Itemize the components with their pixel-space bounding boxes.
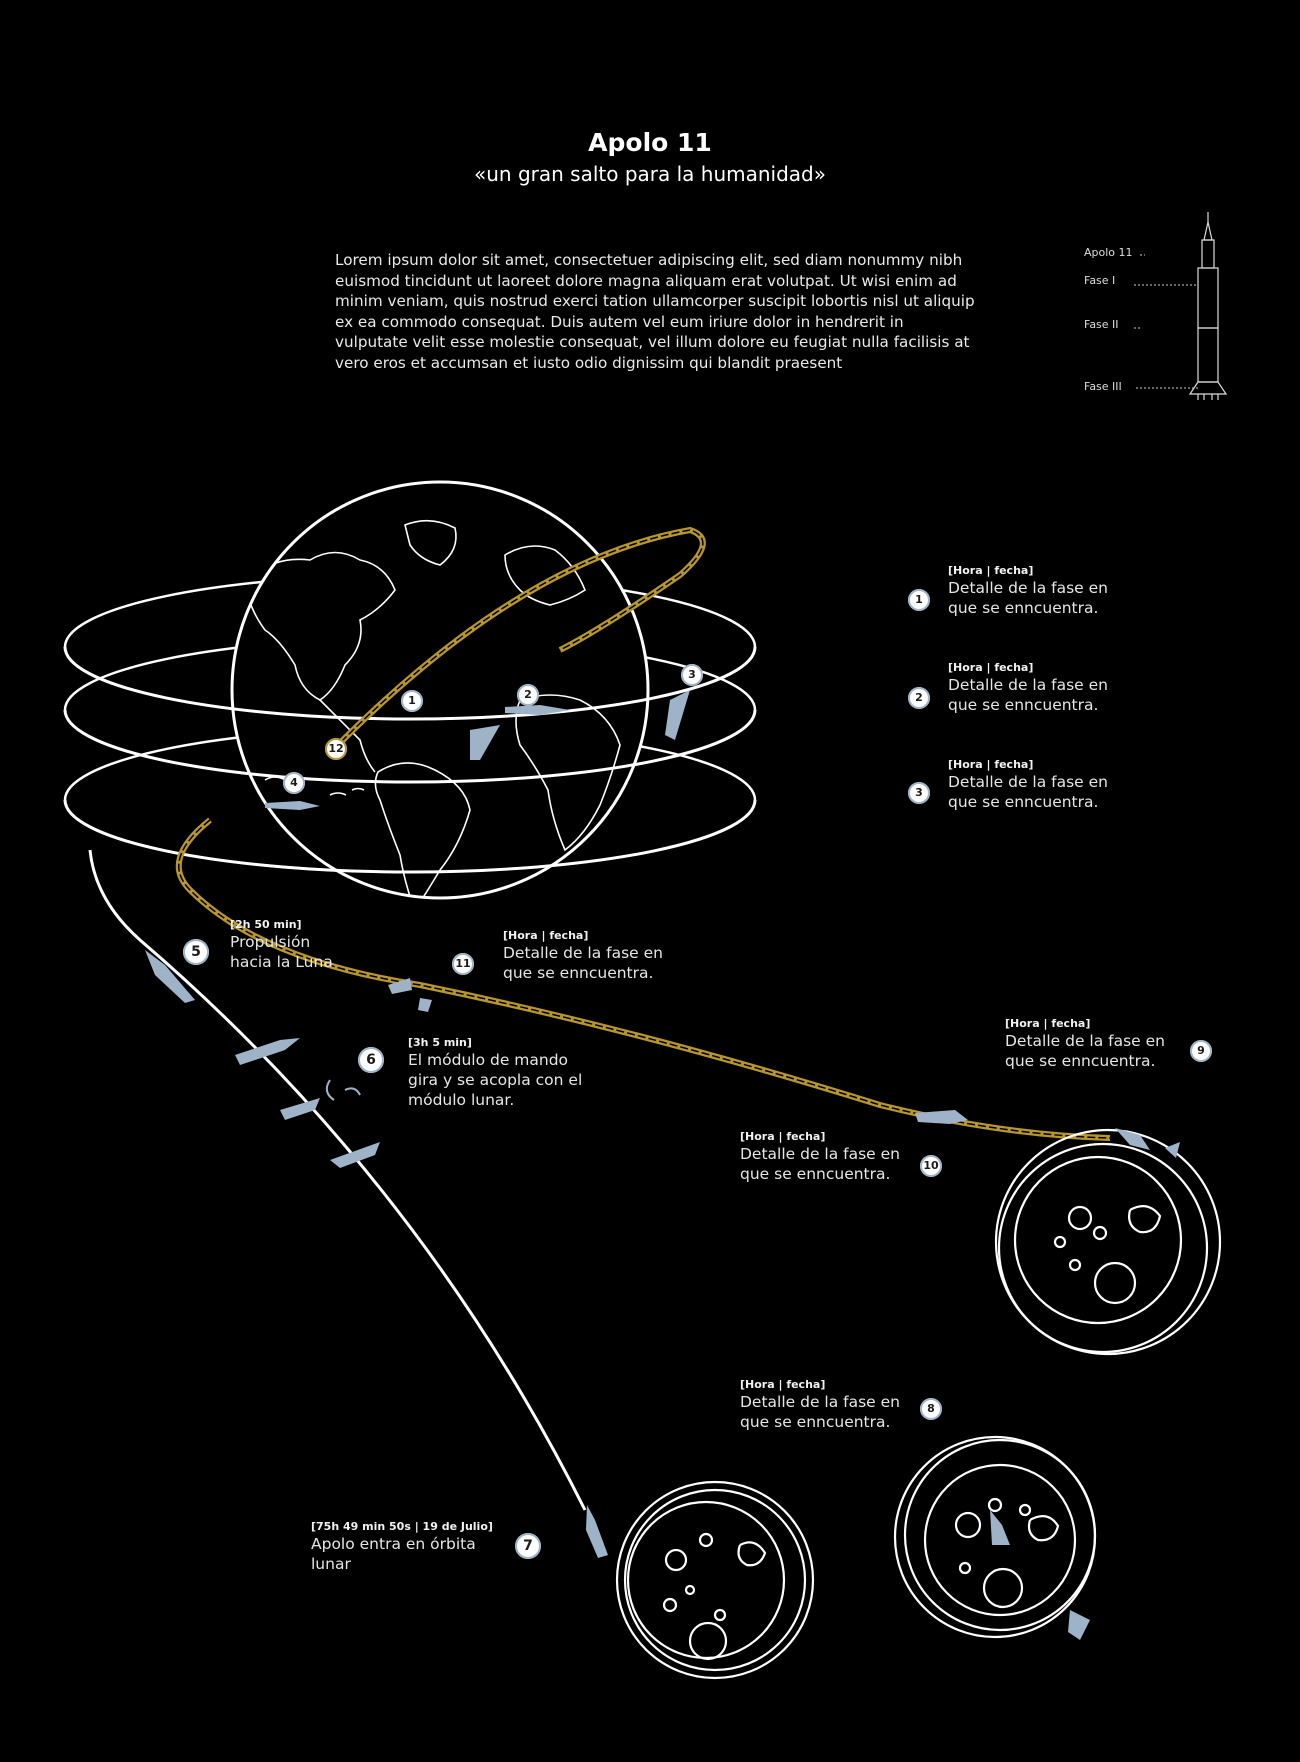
annotation-6: [3h 5 min] El módulo de mando gira y se …	[408, 1036, 582, 1110]
spacecraft-icon	[330, 1142, 380, 1168]
map-marker-12: 12	[325, 738, 347, 760]
spacecraft-icon	[145, 950, 195, 1003]
rocket-leader-lines	[1134, 254, 1198, 389]
annotation-desc: Detalle de la fase en que se enncuentra.	[740, 1393, 901, 1431]
moon-1	[615, 1480, 815, 1680]
rocket-label-fase-1: Fase I	[1084, 274, 1116, 287]
spacecraft-icon	[388, 978, 412, 994]
annotation-time: [Hora | fecha]	[1005, 1017, 1091, 1030]
annotation-time: [Hora | fecha]	[740, 1378, 826, 1391]
annotation-time: [Hora | fecha]	[503, 929, 589, 942]
annotation-desc: Detalle de la fase en que se enncuentra.	[948, 676, 1109, 714]
saturn-v-rocket-icon	[1188, 212, 1228, 400]
annotation-time: [Hora | fecha]	[948, 564, 1034, 577]
annotation-11: [Hora | fecha] Detalle de la fase en que…	[503, 929, 663, 983]
spacecraft-icon	[470, 725, 500, 760]
annotation-time: [Hora | fecha]	[740, 1130, 826, 1143]
annotation-badge-3: 3	[908, 782, 930, 804]
annotation-3: [Hora | fecha] Detalle de la fase en que…	[948, 758, 1108, 812]
map-marker-3: 3	[681, 664, 703, 686]
rocket-label-fase-2: Fase II	[1084, 318, 1119, 331]
annotation-badge-9: 9	[1190, 1040, 1212, 1062]
map-marker-2: 2	[517, 684, 539, 706]
annotation-desc: Detalle de la fase en que se enncuentra.	[740, 1145, 901, 1183]
spacecraft-icon	[265, 801, 320, 810]
annotation-desc: Detalle de la fase en que se enncuentra.	[503, 944, 664, 982]
moon-3	[994, 1128, 1222, 1356]
annotation-10: [Hora | fecha] Detalle de la fase en que…	[740, 1130, 900, 1184]
annotation-8: [Hora | fecha] Detalle de la fase en que…	[740, 1378, 900, 1432]
intro-paragraph: Lorem ipsum dolor sit amet, consectetuer…	[335, 251, 975, 372]
moon-2	[893, 1435, 1097, 1639]
spacecraft-icons	[145, 690, 1180, 1640]
annotation-desc: Detalle de la fase en que se enncuentra.	[948, 579, 1109, 617]
page-title: Apolo 11	[588, 128, 712, 157]
earth-globe	[230, 480, 650, 900]
spacecraft-icon	[586, 1505, 608, 1558]
continents-outline	[244, 519, 621, 898]
spacecraft-icon	[235, 1038, 300, 1065]
annotation-time: [Hora | fecha]	[948, 661, 1034, 674]
annotation-badge-11: 11	[452, 953, 474, 975]
annotation-desc: Detalle de la fase en que se enncuentra.	[1005, 1032, 1166, 1070]
rotation-arrow-icon	[325, 1079, 361, 1101]
annotation-desc: Apolo entra en órbita lunar	[311, 1535, 476, 1573]
annotation-badge-2: 2	[908, 687, 930, 709]
spacecraft-icon	[990, 1510, 1010, 1545]
spacecraft-icon	[915, 1110, 968, 1124]
spacecraft-icon	[505, 705, 570, 715]
annotation-badge-1: 1	[908, 589, 930, 611]
map-marker-4: 4	[283, 772, 305, 794]
rocket-label-fase-3: Fase III	[1084, 380, 1122, 393]
annotation-badge-7: 7	[515, 1533, 541, 1559]
annotation-desc: Detalle de la fase en que se enncuentra.	[948, 773, 1109, 811]
annotation-badge-8: 8	[920, 1398, 942, 1420]
annotation-desc: Propulsión hacia la Luna	[230, 933, 333, 971]
spacecraft-icon	[1115, 1128, 1150, 1150]
annotation-7: [75h 49 min 50s | 19 de Julio] Apolo ent…	[311, 1520, 493, 1574]
spacecraft-icon	[418, 998, 432, 1012]
annotation-badge-6: 6	[358, 1047, 384, 1073]
translunar-trajectory	[88, 849, 587, 1511]
map-marker-1: 1	[401, 690, 423, 712]
annotation-badge-10: 10	[920, 1155, 942, 1177]
annotation-badge-5: 5	[183, 939, 209, 965]
page-subtitle: «un gran salto para la humanidad»	[474, 162, 826, 186]
annotation-2: [Hora | fecha] Detalle de la fase en que…	[948, 661, 1108, 715]
annotation-time: [3h 5 min]	[408, 1036, 472, 1049]
annotation-1: [Hora | fecha] Detalle de la fase en que…	[948, 564, 1108, 618]
annotation-5: [2h 50 min] Propulsión hacia la Luna	[230, 918, 333, 972]
spacecraft-icon	[665, 690, 690, 740]
annotation-time: [2h 50 min]	[230, 918, 302, 931]
annotation-time: [75h 49 min 50s | 19 de Julio]	[311, 1520, 493, 1533]
spacecraft-icon	[1165, 1142, 1180, 1158]
rocket-label-apolo: Apolo 11	[1084, 246, 1133, 259]
spacecraft-icon	[1068, 1610, 1090, 1640]
spacecraft-icon	[280, 1098, 320, 1120]
annotation-9: [Hora | fecha] Detalle de la fase en que…	[1005, 1017, 1165, 1071]
earth-orbits-front	[63, 646, 757, 874]
annotation-desc: El módulo de mando gira y se acopla con …	[408, 1051, 583, 1109]
annotation-time: [Hora | fecha]	[948, 758, 1034, 771]
